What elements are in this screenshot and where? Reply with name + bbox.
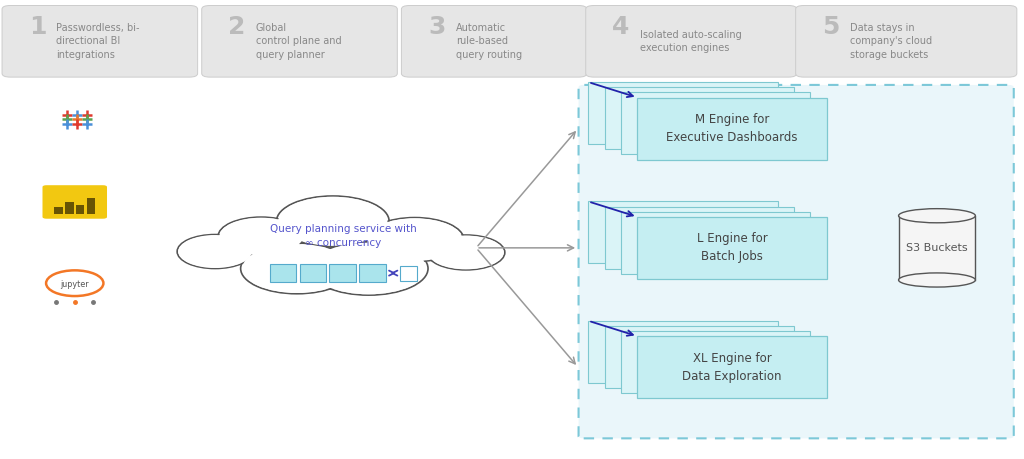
Circle shape (279, 197, 387, 246)
Text: 1: 1 (29, 15, 46, 39)
Text: Isolated auto-scaling
execution engines: Isolated auto-scaling execution engines (640, 29, 741, 53)
FancyBboxPatch shape (359, 264, 386, 282)
Circle shape (219, 218, 303, 255)
FancyBboxPatch shape (621, 92, 810, 154)
FancyBboxPatch shape (604, 207, 794, 269)
Bar (899, 216, 975, 280)
Text: M Engine for
Executive Dashboards: M Engine for Executive Dashboards (667, 113, 798, 144)
Circle shape (218, 217, 304, 256)
Bar (87, 198, 95, 214)
Text: 2: 2 (228, 15, 246, 39)
Circle shape (46, 270, 103, 296)
FancyBboxPatch shape (637, 336, 826, 398)
FancyBboxPatch shape (588, 321, 777, 383)
Text: S3 Buckets: S3 Buckets (906, 243, 968, 253)
Text: L Engine for
Batch Jobs: L Engine for Batch Jobs (696, 232, 768, 263)
FancyBboxPatch shape (586, 6, 797, 77)
Circle shape (177, 235, 253, 269)
Circle shape (428, 235, 504, 269)
Circle shape (427, 235, 505, 270)
FancyBboxPatch shape (2, 6, 198, 77)
FancyBboxPatch shape (621, 331, 810, 393)
Ellipse shape (899, 273, 976, 287)
Circle shape (243, 244, 351, 293)
FancyBboxPatch shape (202, 6, 397, 77)
FancyBboxPatch shape (637, 217, 826, 279)
FancyBboxPatch shape (637, 98, 826, 160)
Circle shape (276, 196, 389, 246)
FancyBboxPatch shape (588, 202, 777, 263)
Circle shape (367, 218, 463, 261)
Text: XL Engine for
Data Exploration: XL Engine for Data Exploration (682, 352, 782, 383)
Text: Passwordless, bi-
directional BI
integrations: Passwordless, bi- directional BI integra… (56, 22, 140, 60)
FancyBboxPatch shape (604, 87, 794, 149)
Text: Automatic
rule-based
query routing: Automatic rule-based query routing (456, 22, 522, 60)
Text: 3: 3 (428, 15, 445, 39)
Circle shape (309, 242, 428, 295)
Bar (66, 202, 74, 214)
Circle shape (178, 235, 252, 268)
Text: 4: 4 (612, 15, 630, 39)
FancyBboxPatch shape (330, 264, 356, 282)
Bar (54, 207, 62, 214)
FancyBboxPatch shape (579, 85, 1014, 438)
Ellipse shape (899, 209, 976, 223)
Circle shape (241, 243, 353, 294)
Text: Data stays in
company's cloud
storage buckets: Data stays in company's cloud storage bu… (850, 22, 932, 60)
FancyBboxPatch shape (42, 185, 106, 218)
Text: Query planning service with
∞ concurrency: Query planning service with ∞ concurrenc… (269, 224, 417, 248)
Text: jupyter: jupyter (60, 280, 89, 289)
FancyBboxPatch shape (621, 212, 810, 274)
FancyBboxPatch shape (399, 266, 417, 280)
FancyBboxPatch shape (401, 6, 587, 77)
FancyBboxPatch shape (299, 264, 326, 282)
Circle shape (311, 243, 426, 294)
Text: Global
control plane and
query planner: Global control plane and query planner (256, 22, 342, 60)
Circle shape (366, 218, 464, 262)
FancyBboxPatch shape (270, 264, 297, 282)
Bar (76, 205, 84, 214)
FancyBboxPatch shape (588, 82, 777, 144)
FancyBboxPatch shape (796, 6, 1017, 77)
FancyBboxPatch shape (604, 326, 794, 388)
Text: 5: 5 (822, 15, 840, 39)
